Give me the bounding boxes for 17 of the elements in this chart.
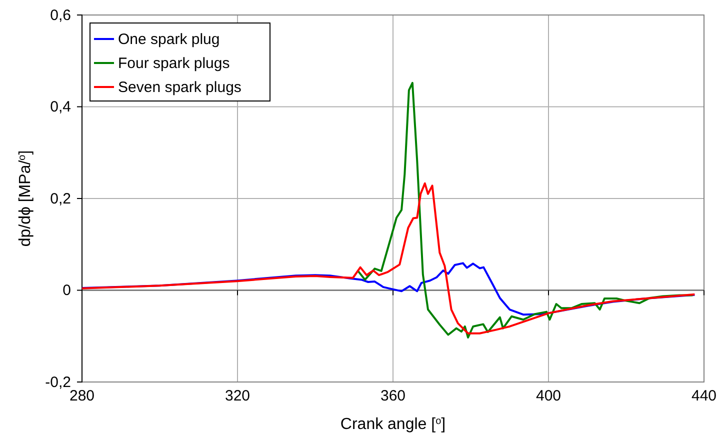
- y-tick-label: -0,2: [45, 374, 71, 391]
- x-tick-label: 400: [536, 388, 562, 405]
- legend-label: One spark plug: [118, 31, 220, 48]
- x-axis-title: Crank angle [$^{o}$]: [340, 416, 446, 433]
- legend-label: Seven spark plugs: [118, 79, 242, 96]
- x-tick-label: 320: [224, 388, 250, 405]
- x-tick-label: 440: [691, 388, 717, 405]
- y-tick-label: 0,2: [50, 190, 71, 208]
- x-tick-label: 280: [69, 388, 95, 405]
- legend-label: Four spark plugs: [118, 55, 230, 72]
- y-tick-label: 0,4: [50, 98, 71, 116]
- x-tick-label: 360: [380, 388, 406, 405]
- line-series: [81, 262, 696, 316]
- y-tick-label: 0: [62, 282, 71, 300]
- line-series: [81, 182, 696, 334]
- y-tick-label: 0,6: [50, 6, 71, 24]
- line-series: [357, 82, 694, 338]
